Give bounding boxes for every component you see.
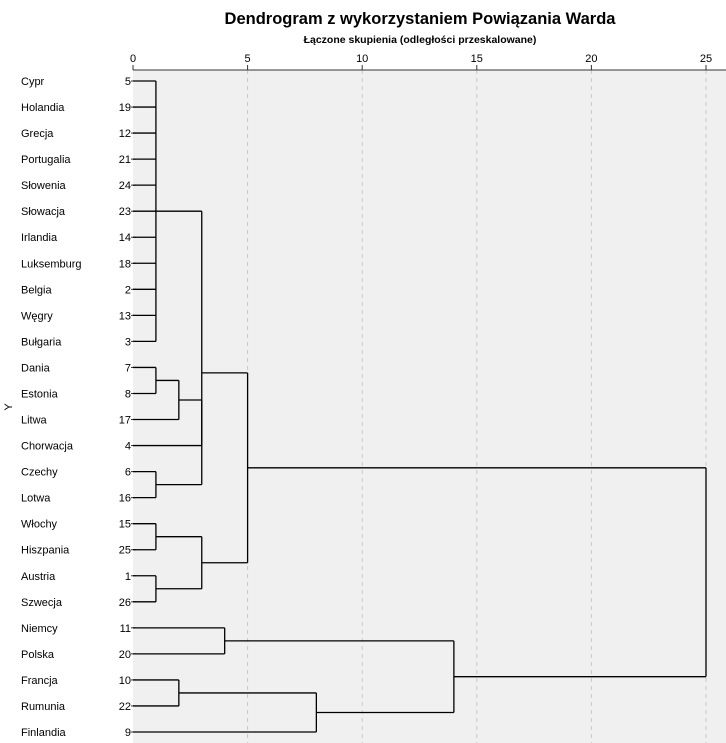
chart-title: Dendrogram z wykorzystaniem Powiązania W… (225, 10, 617, 28)
leaf-id: 9 (125, 727, 131, 739)
leaf-id: 5 (125, 76, 131, 88)
leaf-id: 26 (119, 597, 131, 609)
leaf-name: Belgia (21, 284, 52, 296)
leaf-name: Czechy (21, 467, 58, 479)
x-tick-label: 10 (356, 53, 368, 65)
leaf-name: Lotwa (21, 493, 51, 505)
leaf-id: 12 (119, 128, 131, 140)
leaf-id: 7 (125, 362, 131, 374)
plot-area (133, 70, 726, 743)
leaf-id: 6 (125, 467, 131, 479)
leaf-name: Litwa (21, 415, 48, 427)
leaf-name: Estonia (21, 388, 59, 400)
leaf-id: 23 (119, 206, 131, 218)
leaf-name: Polska (21, 649, 55, 661)
x-tick-label: 15 (471, 53, 483, 65)
dendrogram-links (133, 80, 707, 733)
chart-subtitle: Łączone skupienia (odległości przeskalow… (304, 34, 537, 46)
leaf-id: 24 (119, 180, 131, 192)
leaf-id: 2 (125, 284, 131, 296)
leaf-name: Słowenia (21, 180, 67, 192)
leaf-id: 21 (119, 154, 131, 166)
leaf-name: Węgry (21, 310, 53, 322)
leaf-name: Cypr (21, 76, 45, 88)
grid-lines (247, 70, 707, 743)
leaf-id: 18 (119, 258, 131, 270)
leaf-name: Bułgaria (21, 336, 62, 348)
leaf-id: 10 (119, 675, 131, 687)
leaf-id: 25 (119, 545, 131, 557)
leaf-name: Niemcy (21, 623, 58, 635)
leaf-id: 15 (119, 519, 131, 531)
x-tick-label: 5 (245, 53, 251, 65)
leaf-name: Włochy (21, 519, 58, 531)
x-tick-label: 20 (585, 53, 597, 65)
leaf-name: Dania (21, 362, 51, 374)
leaf-id: 22 (119, 701, 131, 713)
leaf-name: Rumunia (21, 701, 66, 713)
leaf-name: Francja (21, 675, 59, 687)
leaf-name: Szwecja (21, 597, 63, 609)
leaf-name: Portugalia (21, 154, 71, 166)
x-tick-label: 0 (130, 53, 136, 65)
leaf-id: 8 (125, 388, 131, 400)
leaf-name: Grecja (21, 128, 54, 140)
leaf-id: 14 (119, 232, 131, 244)
leaf-name: Chorwacja (21, 441, 74, 453)
leaf-id: 20 (119, 649, 131, 661)
leaf-name: Irlandia (21, 232, 58, 244)
leaf-name: Holandia (21, 102, 65, 114)
leaf-id: 16 (119, 493, 131, 505)
leaf-id: 17 (119, 415, 131, 427)
leaf-name: Słowacja (21, 206, 66, 218)
leaf-name: Finlandia (21, 727, 67, 739)
leaf-id: 3 (125, 336, 131, 348)
leaf-id: 11 (120, 623, 131, 635)
y-axis-label: Y (3, 403, 15, 411)
leaf-id: 4 (125, 441, 131, 453)
x-tick-label: 25 (700, 53, 712, 65)
leaf-id: 19 (119, 102, 131, 114)
leaf-name: Hiszpania (21, 545, 70, 557)
leaf-id: 1 (125, 571, 131, 583)
x-axis: 0 5 10 15 20 25 (130, 53, 726, 71)
leaf-name: Luksemburg (21, 258, 82, 270)
leaf-name: Austria (21, 571, 56, 583)
leaf-id: 13 (119, 310, 131, 322)
